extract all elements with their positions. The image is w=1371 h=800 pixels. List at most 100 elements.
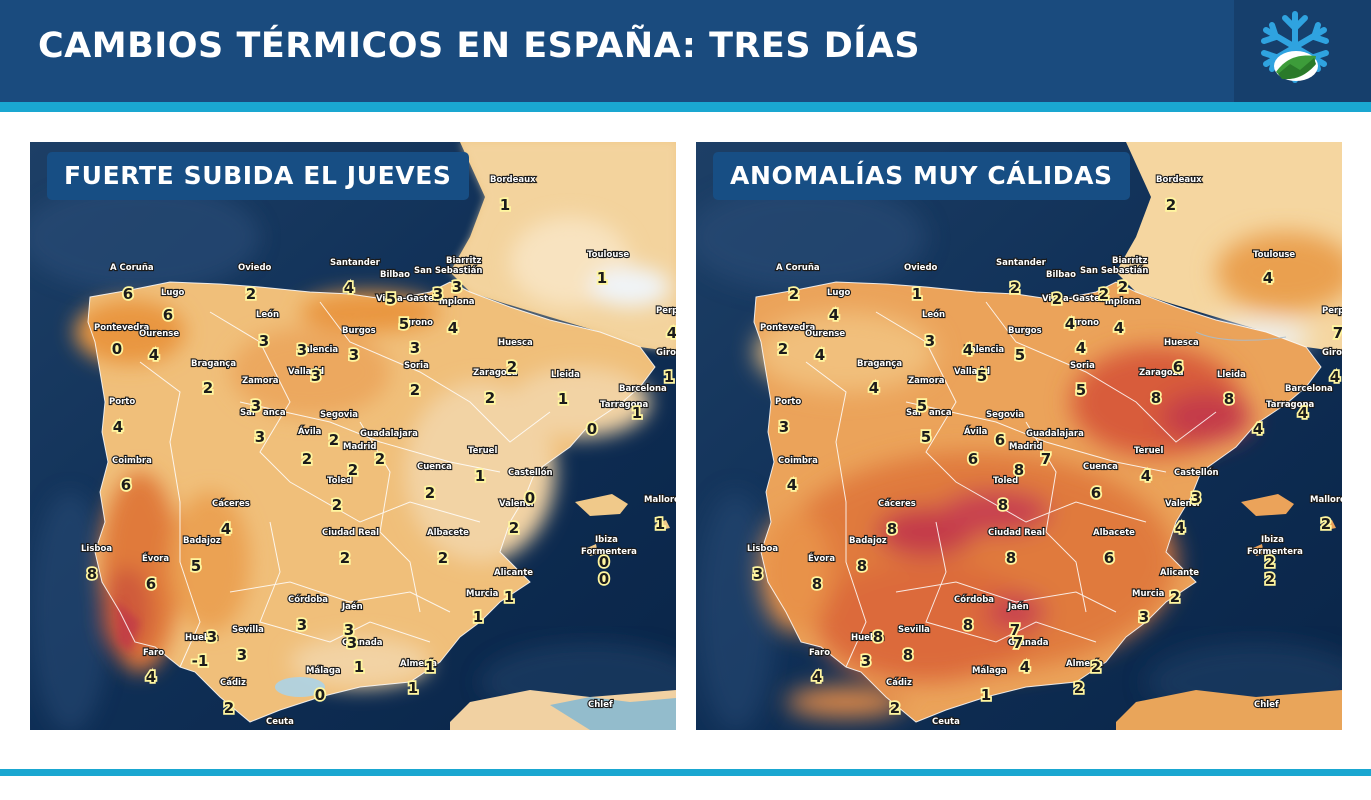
city-label: Ávila [964,425,988,437]
temperature-value-label: 3 [297,616,307,634]
temperature-value-label: 0 [112,340,122,358]
temperature-value-label: 2 [507,358,517,376]
temperature-value-label: 3 [311,367,321,385]
city-label: Coimbra [112,456,152,466]
city-label: Madrid [343,442,376,452]
city-label: Lisboa [81,544,112,554]
temperature-value-label: 8 [873,628,883,646]
temperature-value-label: 4 [1263,269,1273,287]
city-label: Bordeaux [490,175,536,185]
city-label: Lleida [1217,370,1246,380]
city-label: Ceuta [932,717,960,727]
temperature-value-label: 5 [386,290,396,308]
city-label: Zaragoza [1139,368,1184,378]
header-accent-stripe [0,102,1371,112]
city-label: Cáceres [212,499,250,509]
temperature-value-label: 2 [332,496,342,514]
temperature-value-label: 3 [344,621,354,639]
city-label: a-Gasteiz [1063,294,1108,304]
temperature-value-label: 4 [146,668,156,686]
temperature-value-label: 1 [597,269,607,287]
city-label: Bilbao [380,270,410,280]
temperature-value-label: 1 [425,658,435,676]
temperature-value-label: 8 [1224,390,1234,408]
city-label: Huesca [1164,338,1199,348]
city-label: Toled [327,476,352,486]
temperature-value-label: 5 [399,315,409,333]
city-label: Ciudad Real [988,528,1045,538]
temperature-value-label: 4 [221,520,231,538]
temperature-value-label: 4 [344,279,354,297]
temperature-value-label: 2 [1166,196,1176,214]
temperature-value-label: 8 [1151,389,1161,407]
city-label: Ibiza [595,535,618,545]
temperature-value-label: 1 [473,608,483,626]
temperature-value-label: 2 [246,285,256,303]
city-label: Bilbao [1046,270,1076,280]
temperature-value-label: 1 [912,285,922,303]
city-label: Valenci [1165,499,1200,509]
temperature-value-label: -1 [192,652,209,670]
temperature-value-label: 6 [163,306,173,324]
page-title: CAMBIOS TÉRMICOS EN ESPAÑA: TRES DÍAS [38,26,921,66]
temperature-value-label: 1 [500,196,510,214]
temperature-value-label: 5 [1015,346,1025,364]
temperature-value-label: 0 [525,489,535,507]
city-label: Guadalajara [1026,429,1084,439]
city-label: Teruel [468,446,497,456]
temperature-value-label: 6 [123,285,133,303]
city-label: A Coruña [776,263,820,273]
city-label: Tarragona [600,400,649,410]
temperature-value-label: 2 [1074,679,1084,697]
city-label: Coimbra [778,456,818,466]
city-label: Toulouse [587,250,629,260]
city-label: Barcelona [619,384,667,394]
snowflake-mountain-icon [1261,11,1329,83]
temperature-value-label: 3 [779,418,789,436]
city-label: Castellón [1174,467,1219,478]
city-label: Alicante [1160,568,1199,578]
temperature-value-label: 2 [1118,278,1128,296]
temperature-value-label: 0 [599,553,609,571]
city-label: Ciudad Real [322,528,379,538]
temperature-value-label: 2 [329,431,339,449]
temperature-value-label: 4 [149,346,159,364]
city-label: mplona [1105,297,1141,307]
temperature-value-label: 4 [1175,519,1185,537]
city-label: Málaga [306,666,341,676]
temperature-value-label: 5 [921,428,931,446]
city-label: Ceuta [266,717,294,727]
temperature-value-label: 2 [485,389,495,407]
city-label: Granada [1008,638,1049,648]
temperature-value-label: 4 [1141,467,1151,485]
city-label: Huelva [185,633,218,643]
temperature-value-label: 2 [375,450,385,468]
city-label: Biarritz [446,256,481,266]
temperature-value-label: 1 [632,404,642,422]
temperature-value-label: 2 [224,699,234,717]
city-label: San Sebastián [414,266,482,276]
city-label: a-Gasteiz [397,294,442,304]
temperature-value-label: 4 [1020,658,1030,676]
footer-accent-stripe [0,769,1371,776]
temperature-value-label: 6 [121,476,131,494]
city-label: Cádiz [220,678,246,688]
temperature-value-label: 2 [1010,279,1020,297]
temperature-value-label: 6 [1104,549,1114,567]
temperature-value-label: 4 [1253,420,1263,438]
city-label: Cáceres [878,499,916,509]
temperature-value-label: 1 [408,679,418,697]
map-panel-anomalias: Bordeaux Toulouse Biarritz San Sebastián Bil… [696,142,1342,730]
temperature-value-label: 1 [558,390,568,408]
temperature-value-label: 4 [812,668,822,686]
city-label: Chlef [1254,700,1279,710]
city-label: Soria [1070,361,1095,371]
city-label: d [318,367,324,377]
temperature-value-label: 3 [452,278,462,296]
city-label: Burgos [1008,326,1042,336]
temperature-value-label: 1 [655,515,665,533]
temperature-value-label: 2 [1321,515,1331,533]
city-label: Giron [1322,348,1342,358]
city-label: Lugo [827,288,851,298]
